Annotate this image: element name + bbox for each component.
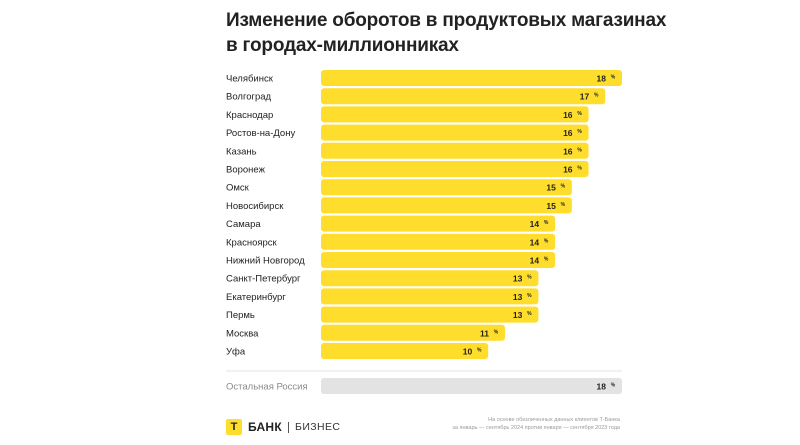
bar-value-label-1-suffix: % <box>594 93 599 99</box>
source-note-line-2: за январь — сентябрь 2024 против января … <box>452 425 620 431</box>
bar-value-label-7: 15 <box>546 201 556 211</box>
bar-value-label-10-suffix: % <box>544 257 549 263</box>
category-label-12: Екатеринбург <box>226 292 286 303</box>
bar-value-label-13-suffix: % <box>527 311 532 317</box>
bar-value-label-6: 15 <box>546 183 556 193</box>
bar-2 <box>321 106 589 123</box>
category-label-7: Новосибирск <box>226 201 284 212</box>
bar-8 <box>321 215 556 232</box>
bar-value-label-0: 18 <box>597 74 607 84</box>
bar-value-label-0-suffix: % <box>611 75 616 81</box>
comparison-value-label-suffix: % <box>611 383 616 389</box>
bar-10 <box>321 252 556 268</box>
bar-value-label-13: 13 <box>513 310 523 320</box>
bar-value-label-5-suffix: % <box>577 166 582 172</box>
bar-value-label-9-suffix: % <box>544 238 549 244</box>
bar-4 <box>321 142 589 159</box>
t-bank-shield-icon: Т <box>226 419 242 435</box>
source-note: На основе обезличенных данных клиентов Т… <box>400 416 620 432</box>
category-label-15: Уфа <box>226 347 246 358</box>
bar-value-label-12-suffix: % <box>527 293 532 299</box>
chart-title-line-2: в городах-миллионниках <box>226 35 459 56</box>
bar-value-label-6-suffix: % <box>561 184 566 190</box>
comparison-value-label: 18 <box>597 382 607 392</box>
bar-value-label-5: 16 <box>563 165 573 175</box>
bar-0 <box>321 70 622 86</box>
bar-7 <box>321 197 572 214</box>
logo-bank-text: БАНК <box>248 420 283 434</box>
bar-value-label-4-suffix: % <box>577 147 582 153</box>
logo-business-text: БИЗНЕС <box>295 421 341 433</box>
bar-11 <box>321 270 539 287</box>
category-label-5: Воронеж <box>226 165 266 176</box>
bar-value-label-12: 13 <box>513 292 523 302</box>
category-label-9: Красноярск <box>226 237 278 248</box>
bar-value-label-8: 14 <box>530 219 540 229</box>
category-label-8: Самара <box>226 219 261 230</box>
bar-1 <box>321 88 606 105</box>
chart-title: Изменение оборотов в продуктовых магазин… <box>226 8 706 58</box>
category-label-0: Челябинск <box>226 74 274 85</box>
brand-logo: Т БАНК БИЗНЕС <box>226 419 340 435</box>
bar-value-label-2: 16 <box>563 110 573 120</box>
bar-12 <box>321 288 539 305</box>
bar-6 <box>321 179 572 196</box>
category-label-4: Казань <box>226 146 257 157</box>
category-label-11: Санкт-Петербург <box>226 274 301 285</box>
bar-5 <box>321 161 589 177</box>
bar-value-label-14-suffix: % <box>494 329 499 335</box>
category-label-10: Нижний Новгород <box>226 256 305 267</box>
bar-value-label-3-suffix: % <box>577 129 582 135</box>
bar-value-label-15: 10 <box>463 347 473 357</box>
bar-value-label-4: 16 <box>563 146 573 156</box>
source-note-line-1: На основе обезличенных данных клиентов Т… <box>488 417 620 423</box>
category-label-14: Москва <box>226 328 259 339</box>
logo-divider <box>288 421 290 433</box>
bar-value-label-10: 14 <box>530 256 540 266</box>
bar-value-label-7-suffix: % <box>561 202 566 208</box>
bar-value-label-14: 11 <box>480 328 489 338</box>
bar-value-label-11: 13 <box>513 274 523 284</box>
bar-value-label-1: 17 <box>580 92 590 102</box>
bar-value-label-11-suffix: % <box>527 275 532 281</box>
bar-value-label-3: 16 <box>563 128 573 138</box>
chart-title-line-1: Изменение оборотов в продуктовых магазин… <box>226 10 667 31</box>
bar-14 <box>321 324 505 341</box>
category-label-3: Ростов-на-Дону <box>226 128 295 139</box>
bar-value-label-9: 14 <box>530 237 540 247</box>
bar-15 <box>321 343 489 359</box>
category-label-2: Краснодар <box>226 110 273 121</box>
category-label-6: Омск <box>226 183 250 194</box>
bar-value-label-8-suffix: % <box>544 220 549 226</box>
category-label-1: Волгоград <box>226 92 272 103</box>
bar-3 <box>321 124 589 141</box>
bar-value-label-2-suffix: % <box>577 111 582 117</box>
bar-9 <box>321 233 556 250</box>
comparison-label: Остальная Россия <box>226 382 308 393</box>
bar-value-label-15-suffix: % <box>477 348 482 354</box>
bar-13 <box>321 306 539 323</box>
bar-chart: Челябинск 18 % Волгоград 17 % Краснодар 16 % Рост… <box>226 70 622 394</box>
comparison-bar <box>321 378 622 394</box>
category-label-13: Пермь <box>226 310 255 321</box>
